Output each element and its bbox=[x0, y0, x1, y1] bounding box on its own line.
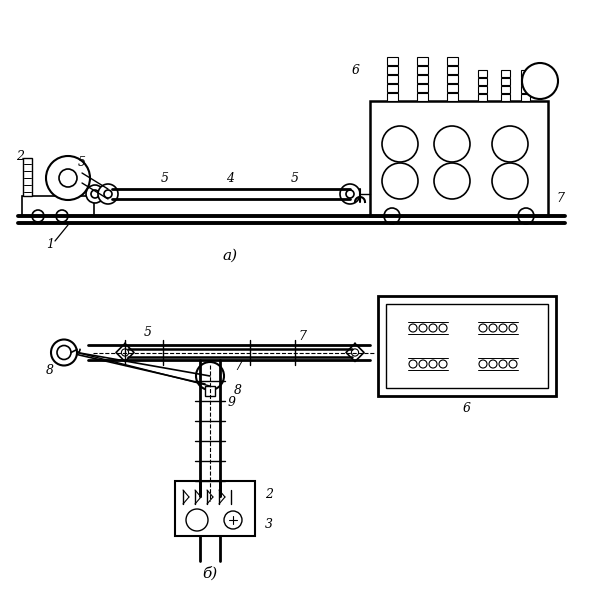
Circle shape bbox=[489, 324, 497, 332]
Circle shape bbox=[429, 360, 437, 368]
Bar bbox=[447, 66, 458, 74]
Circle shape bbox=[91, 190, 99, 198]
Circle shape bbox=[32, 210, 44, 222]
Text: 6: 6 bbox=[463, 401, 471, 414]
Text: 9: 9 bbox=[228, 397, 236, 410]
Text: 7: 7 bbox=[298, 330, 306, 343]
Circle shape bbox=[439, 324, 447, 332]
Bar bbox=[205, 386, 215, 396]
Circle shape bbox=[522, 63, 558, 99]
Circle shape bbox=[384, 208, 400, 224]
Bar bbox=[501, 78, 510, 85]
Text: 5: 5 bbox=[291, 171, 299, 184]
Circle shape bbox=[382, 126, 418, 162]
Circle shape bbox=[86, 185, 104, 203]
Bar bbox=[417, 66, 428, 74]
Bar bbox=[478, 86, 487, 93]
Circle shape bbox=[51, 339, 77, 365]
Text: 7: 7 bbox=[556, 191, 564, 204]
Bar bbox=[378, 296, 556, 396]
Circle shape bbox=[434, 126, 470, 162]
Circle shape bbox=[499, 324, 507, 332]
Text: 5: 5 bbox=[161, 171, 169, 184]
Circle shape bbox=[429, 324, 437, 332]
Bar bbox=[386, 304, 548, 388]
Circle shape bbox=[509, 360, 517, 368]
Text: 5: 5 bbox=[78, 157, 86, 170]
Bar bbox=[447, 57, 458, 65]
Circle shape bbox=[382, 163, 418, 199]
Bar bbox=[417, 57, 428, 65]
Circle shape bbox=[489, 360, 497, 368]
Bar bbox=[387, 66, 398, 74]
Bar bbox=[370, 101, 548, 216]
Bar bbox=[501, 86, 510, 93]
Circle shape bbox=[196, 362, 224, 390]
Circle shape bbox=[499, 360, 507, 368]
Circle shape bbox=[352, 349, 359, 356]
Circle shape bbox=[59, 169, 77, 187]
Text: б): б) bbox=[202, 566, 218, 580]
Bar bbox=[447, 84, 458, 92]
Circle shape bbox=[346, 190, 354, 198]
Bar bbox=[478, 94, 487, 101]
Text: 2: 2 bbox=[265, 488, 273, 501]
Circle shape bbox=[98, 184, 118, 204]
Circle shape bbox=[224, 511, 242, 529]
Bar bbox=[417, 75, 428, 83]
Circle shape bbox=[186, 509, 208, 531]
Circle shape bbox=[439, 360, 447, 368]
Text: 6: 6 bbox=[352, 64, 360, 77]
Bar bbox=[521, 78, 530, 85]
Text: 3: 3 bbox=[265, 518, 273, 531]
Bar bbox=[521, 70, 530, 77]
Circle shape bbox=[46, 156, 90, 200]
Bar bbox=[501, 70, 510, 77]
Bar bbox=[521, 94, 530, 101]
Bar bbox=[447, 75, 458, 83]
Circle shape bbox=[419, 360, 427, 368]
Circle shape bbox=[104, 190, 112, 198]
Circle shape bbox=[434, 163, 470, 199]
Circle shape bbox=[57, 346, 71, 359]
Bar bbox=[387, 75, 398, 83]
Text: 7: 7 bbox=[234, 359, 242, 372]
Bar bbox=[447, 93, 458, 101]
Circle shape bbox=[509, 324, 517, 332]
Circle shape bbox=[518, 208, 534, 224]
Text: a): a) bbox=[222, 249, 238, 263]
Bar bbox=[478, 78, 487, 85]
Bar bbox=[22, 196, 94, 216]
Bar bbox=[521, 86, 530, 93]
Text: 8: 8 bbox=[46, 364, 54, 377]
Bar bbox=[387, 93, 398, 101]
Bar bbox=[23, 158, 32, 196]
Text: 2: 2 bbox=[16, 150, 24, 163]
Circle shape bbox=[122, 349, 129, 356]
Bar bbox=[387, 84, 398, 92]
Circle shape bbox=[340, 184, 360, 204]
Bar bbox=[175, 481, 255, 536]
Bar bbox=[417, 93, 428, 101]
Bar bbox=[501, 94, 510, 101]
Bar bbox=[478, 70, 487, 77]
Circle shape bbox=[492, 163, 528, 199]
Text: 1: 1 bbox=[46, 239, 54, 252]
Bar bbox=[417, 84, 428, 92]
Circle shape bbox=[479, 360, 487, 368]
Text: 8: 8 bbox=[234, 385, 242, 398]
Text: 5: 5 bbox=[144, 326, 152, 339]
Circle shape bbox=[409, 324, 417, 332]
Circle shape bbox=[492, 126, 528, 162]
Circle shape bbox=[479, 324, 487, 332]
Circle shape bbox=[409, 360, 417, 368]
Circle shape bbox=[419, 324, 427, 332]
Circle shape bbox=[56, 210, 68, 222]
Bar bbox=[387, 57, 398, 65]
Text: 4: 4 bbox=[226, 171, 234, 184]
